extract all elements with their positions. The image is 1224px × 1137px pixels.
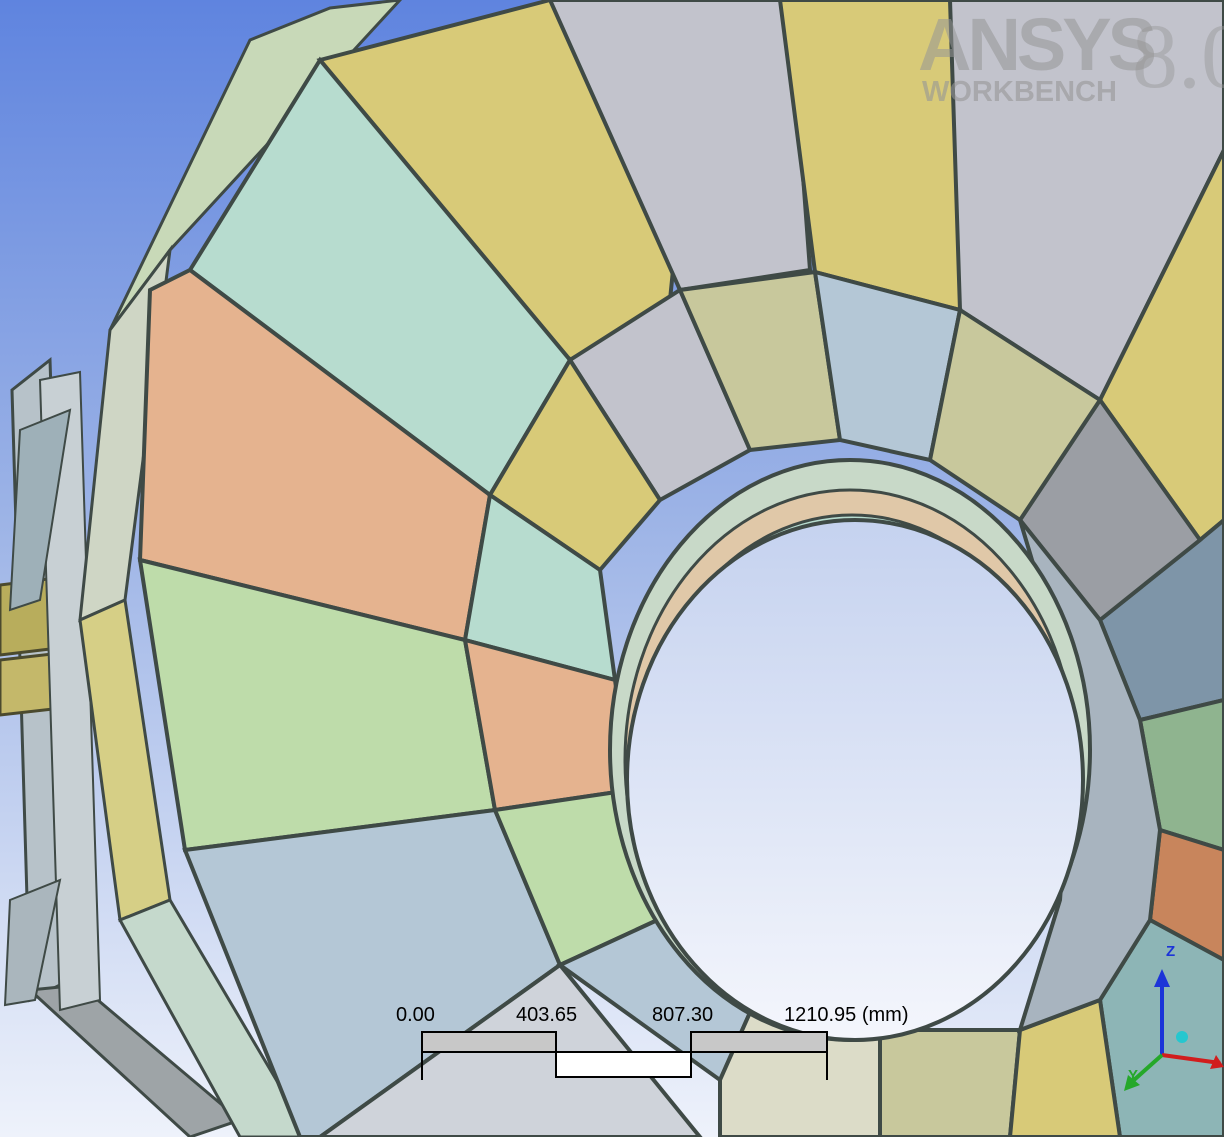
scale-ruler: 0.00 403.65 807.30 1210.95 (mm) [380, 1000, 960, 1090]
scale-tick-2: 807.30 [652, 1004, 714, 1026]
axis-triad[interactable]: Z Y [1110, 935, 1224, 1095]
z-axis-label: Z [1166, 943, 1176, 960]
y-axis-arrow [1132, 1053, 1164, 1082]
scale-tick-0: 0.00 [396, 1004, 435, 1026]
x-axis-arrow [1161, 1053, 1221, 1065]
y-axis-label: Y [1128, 1067, 1139, 1084]
iso-view-ball [1176, 1031, 1188, 1043]
scale-bar-graphic [421, 1031, 828, 1080]
scale-tick-1: 403.65 [516, 1004, 578, 1026]
triad-graphic [1124, 969, 1224, 1091]
scale-tick-3: 1210.95 (mm) [784, 1004, 909, 1026]
center-opening [625, 518, 1085, 1042]
outer-panels [137, 0, 1224, 1137]
